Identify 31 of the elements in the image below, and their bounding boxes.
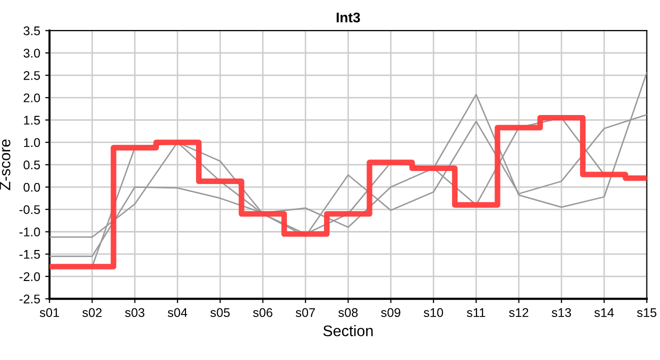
y-tick-label: -1.5 [19, 250, 40, 259]
y-axis-title: Z-score [0, 139, 10, 190]
x-tick-label: s04 [168, 308, 188, 318]
y-tick-label: 3.5 [24, 26, 40, 36]
x-tick-label: s11 [466, 308, 486, 318]
x-tick-label: s15 [637, 308, 656, 318]
y-tick-label: -2.0 [19, 272, 40, 282]
y-tick-label: 2.5 [24, 71, 40, 80]
x-tick-label: s08 [338, 308, 358, 318]
chart-title: Int3 [336, 12, 360, 22]
y-tick-label: -0.5 [19, 205, 40, 214]
x-axis-title: Section [323, 325, 373, 336]
y-tick-label: 1.0 [24, 138, 40, 147]
x-tick-label: s14 [594, 308, 614, 318]
x-tick-label: s13 [552, 308, 571, 318]
x-tick-label: s01 [40, 308, 59, 318]
x-tick-label: s12 [509, 308, 528, 318]
y-tick-label: 3.0 [24, 48, 40, 58]
y-tick-label: 0.5 [24, 160, 40, 170]
x-tick-label: s03 [125, 308, 144, 318]
y-tick-label: 1.5 [24, 116, 40, 125]
x-tick-label: s10 [424, 308, 444, 318]
y-tick-label: -2.5 [19, 294, 40, 304]
x-tick-label: s02 [82, 308, 102, 318]
x-tick-label: s07 [296, 308, 315, 318]
y-tick-label: -1.0 [19, 228, 40, 236]
x-tick-label: s09 [381, 308, 400, 318]
x-tick-label: s05 [210, 308, 230, 318]
y-tick-label: 2.0 [24, 93, 40, 102]
y-tick-label: 0.0 [24, 182, 40, 192]
x-tick-label: s06 [253, 308, 272, 318]
